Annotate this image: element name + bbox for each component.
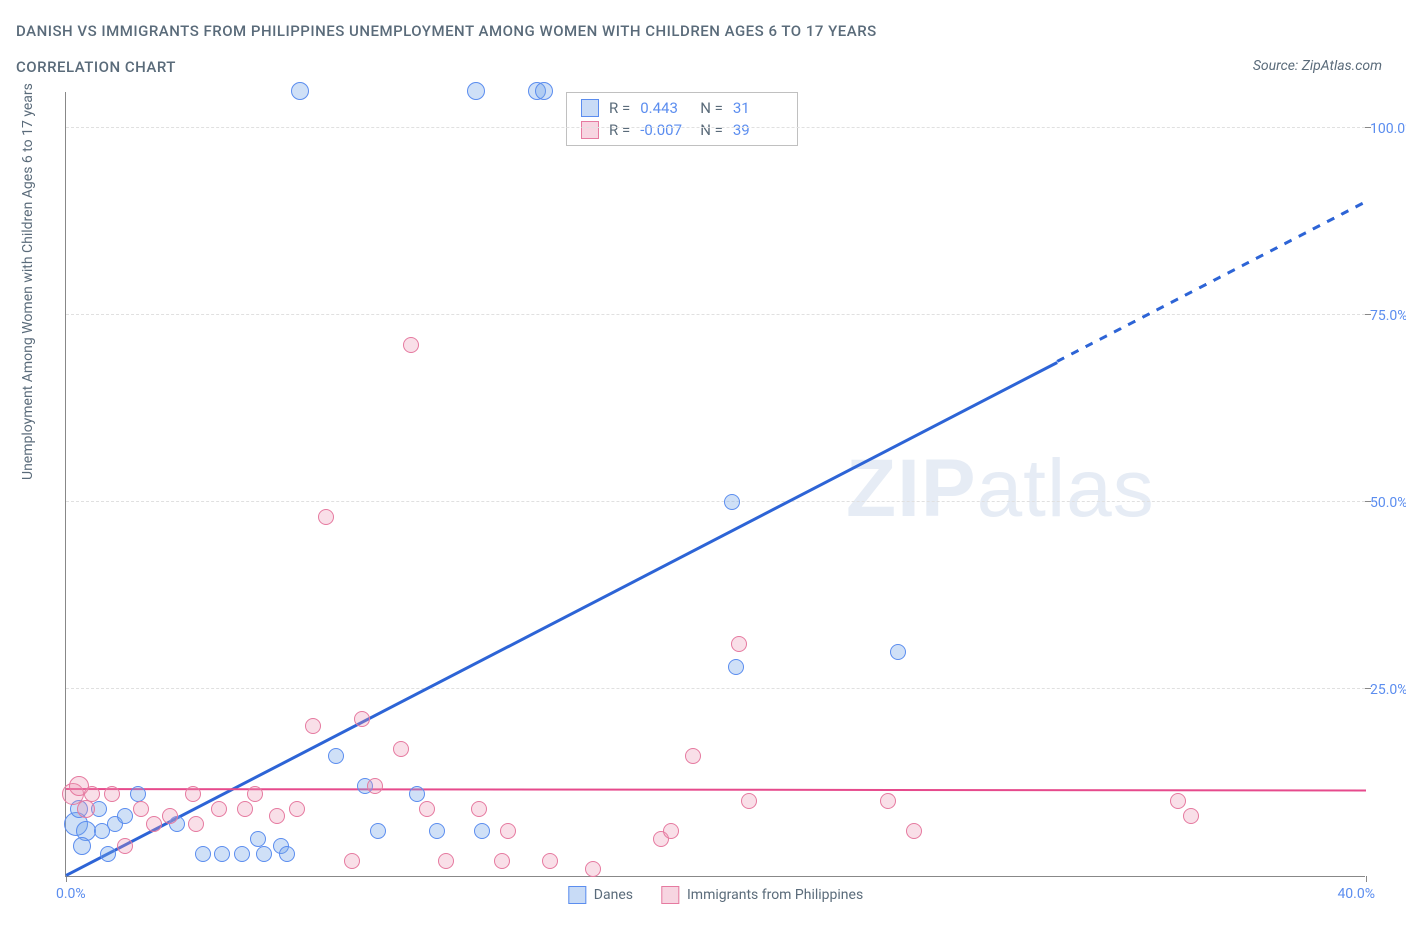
data-point [73,837,91,855]
data-point [585,861,601,877]
data-point [474,823,490,839]
data-point [247,786,263,802]
data-point [291,82,309,100]
data-point [354,711,370,727]
data-point [211,801,227,817]
gridline [66,688,1365,689]
data-point [100,846,116,862]
data-point [429,823,445,839]
n-value: 31 [733,99,783,117]
data-point [890,644,906,660]
y-axis-label: Unemployment Among Women with Children A… [20,83,36,480]
data-point [467,82,485,100]
data-point [409,786,425,802]
data-point [256,846,272,862]
data-point [214,846,230,862]
source-attribution: Source: ZipAtlas.com [1253,58,1382,74]
stat-row: R = -0.007 N = 39 [567,119,797,141]
data-point [77,800,95,818]
data-point [234,846,250,862]
data-point [741,793,757,809]
r-label: R = [609,99,630,117]
y-tick-label: 25.0% [1370,682,1406,698]
data-point [289,801,305,817]
r-label: R = [609,121,630,139]
data-point [305,718,321,734]
data-point [471,801,487,817]
data-point [1183,808,1199,824]
data-point [535,82,553,100]
data-point [318,509,334,525]
data-point [279,846,295,862]
data-point [542,853,558,869]
r-value: 0.443 [640,99,690,117]
data-point [370,823,386,839]
watermark: ZIPatlas [846,442,1155,536]
r-value: -0.007 [640,121,690,139]
legend: Danes Immigrants from Philippines [568,886,863,904]
data-point [117,808,133,824]
scatter-chart: ZIPatlas R =0.443N =31R =-0.007N =39 Dan… [65,92,1365,877]
legend-item: Immigrants from Philippines [661,886,863,904]
data-point [731,636,747,652]
data-point [133,801,149,817]
data-point [724,494,740,510]
data-point [419,801,435,817]
legend-swatch [661,886,679,904]
n-label: N = [700,99,723,117]
data-point [104,786,120,802]
data-point [328,748,344,764]
data-point [344,853,360,869]
chart-title-sub: CORRELATION CHART [16,58,176,76]
stat-row: R = 0.443 N = 31 [567,97,797,119]
series-swatch [581,121,599,139]
legend-item: Danes [568,886,633,904]
data-point [500,823,516,839]
data-point [117,838,133,854]
correlation-stat-box: R = 0.443 N = 31 R = -0.007 N = 39 [566,92,798,146]
data-point [728,659,744,675]
data-point [494,853,510,869]
data-point [880,793,896,809]
n-value: 39 [733,121,783,139]
data-point [188,816,204,832]
data-point [195,846,211,862]
data-point [250,831,266,847]
data-point [906,823,922,839]
legend-label: Immigrants from Philippines [687,887,863,903]
trend-line-danes-extrapolated [1057,201,1367,363]
legend-label: Danes [594,887,633,903]
gridline [66,501,1365,502]
y-tick-label: 75.0% [1370,308,1406,324]
data-point [146,816,162,832]
data-point [84,786,100,802]
trend-line-danes [65,361,1057,876]
data-point [237,801,253,817]
gridline [66,127,1365,128]
x-tick-label: 0.0% [56,886,86,902]
legend-swatch [568,886,586,904]
data-point [438,853,454,869]
data-point [162,808,178,824]
data-point [367,778,383,794]
data-point [269,808,285,824]
y-tick-label: 100.0% [1370,121,1406,137]
chart-title-main: DANISH VS IMMIGRANTS FROM PHILIPPINES UN… [16,22,877,40]
series-swatch [581,99,599,117]
y-tick-label: 50.0% [1370,495,1406,511]
data-point [685,748,701,764]
data-point [663,823,679,839]
n-label: N = [700,121,723,139]
x-tick-label: 40.0% [1337,886,1375,902]
data-point [403,337,419,353]
data-point [130,786,146,802]
data-point [393,741,409,757]
data-point [185,786,201,802]
gridline [66,314,1365,315]
data-point [1170,793,1186,809]
